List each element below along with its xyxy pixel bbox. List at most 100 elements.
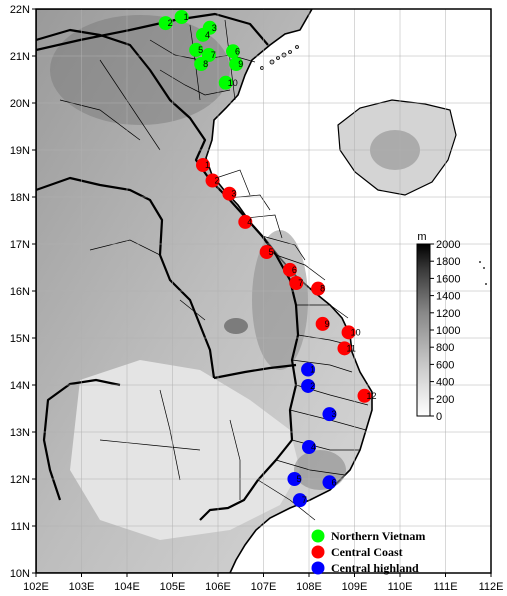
colorbar-labels: 0 200 400 600 800 1000 1200 1400 1600 1800 2000: [430, 239, 460, 423]
colorbar-label: 200: [436, 394, 454, 406]
x-tick-label: 112E: [479, 581, 504, 593]
station-marker: [301, 378, 316, 393]
station-id-label: 9: [325, 319, 330, 329]
colorbar-label: 800: [436, 342, 454, 354]
northern-station: 9: [229, 56, 243, 71]
laos-cambodia-border: [213, 363, 297, 380]
station-id-label: 4: [311, 442, 316, 452]
central-coast-station: 10: [341, 325, 361, 340]
central-highland-station: 5: [287, 472, 301, 486]
y-tick-label: 12N: [10, 474, 30, 486]
station-marker: [282, 262, 297, 277]
station-marker: [322, 475, 337, 490]
station-id-label: 12: [367, 391, 377, 401]
y-tick-label: 22N: [10, 4, 30, 16]
cambodia-thailand-border: [42, 378, 121, 501]
station-id-label: 10: [351, 327, 361, 337]
station-marker: [322, 407, 337, 422]
central-coast-station: 3: [222, 186, 236, 201]
station-id-label: 4: [205, 30, 210, 40]
laos-plateau-shade: [224, 318, 248, 334]
cambodia-lowland: [70, 360, 300, 540]
station-marker: [189, 42, 204, 57]
laos-thailand-border: [36, 176, 216, 379]
x-axis-ticks: 102E 103E 104E 105E 106E 107E 108E 109E 110E 111E…: [23, 573, 503, 593]
x-tick-label: 106E: [205, 581, 231, 593]
colorbar-unit: m: [417, 231, 426, 243]
station-marker: [292, 493, 307, 508]
legend-item: Central Coast: [311, 545, 403, 559]
station-marker: [301, 362, 316, 377]
station-marker: [195, 27, 210, 42]
legend-item: Northern Vietnam: [311, 529, 425, 543]
station-id-label: 2: [168, 18, 173, 28]
y-tick-label: 14N: [10, 380, 30, 392]
gridlines: [36, 9, 491, 573]
station-id-label: 1: [205, 160, 210, 170]
northern-station: 10: [218, 75, 238, 90]
station-id-label: 3: [331, 409, 336, 419]
elevation-colorbar: m 0 200 400 600 800 1000 1200 1400 1600 1800 2000: [416, 231, 460, 423]
legend-label: Central Coast: [331, 545, 403, 559]
x-tick-label: 105E: [160, 581, 186, 593]
station-id-label: 8: [320, 284, 325, 294]
colorbar-label: 2000: [436, 239, 460, 251]
legend-swatch: [311, 545, 325, 559]
x-tick-label: 108E: [296, 581, 322, 593]
station-id-label: 2: [215, 176, 220, 186]
china-border: [36, 12, 269, 52]
northern-station: 2: [158, 16, 173, 31]
station-marker: [158, 16, 173, 31]
station-marker: [174, 9, 189, 24]
y-tick-label: 21N: [10, 51, 30, 63]
central-highland-station: 3: [322, 407, 337, 422]
central-coast-station: 9: [315, 316, 330, 331]
station-marker: [311, 281, 326, 296]
legend: Northern Vietnam Central Coast Central hig…: [311, 529, 425, 575]
x-tick-label: 109E: [342, 581, 368, 593]
station-marker: [315, 316, 330, 331]
central-highland-station: 2: [301, 378, 316, 393]
central-highland-station: 1: [301, 362, 316, 377]
colorbar-label: 400: [436, 377, 454, 389]
station-id-label: 2: [310, 381, 315, 391]
central-coast-station: 2: [205, 173, 220, 188]
station-id-label: 3: [231, 189, 236, 199]
country-borders: [36, 12, 300, 521]
halong-islands: [260, 45, 299, 70]
northern-station: 4: [195, 27, 210, 42]
central-coast-station: 4: [238, 214, 252, 229]
station-marker: [194, 56, 209, 71]
y-tick-label: 10N: [10, 568, 30, 580]
station-id-label: 3: [212, 23, 217, 33]
central-coast-station: 11: [337, 341, 356, 356]
x-tick-label: 102E: [23, 581, 49, 593]
map-body: [36, 9, 491, 573]
legend-item: Central highland: [311, 561, 419, 575]
station-id-label: 8: [203, 59, 208, 69]
central-highland-station: 7: [292, 493, 307, 508]
central-highland-station: 4: [302, 440, 316, 455]
station-marker: [195, 158, 210, 173]
station-marker: [289, 276, 304, 291]
colorbar-label: 600: [436, 359, 454, 371]
station-id-label: 5: [198, 45, 203, 55]
central-coast-station: 12: [357, 388, 377, 403]
dalat-plateau-shade: [294, 450, 346, 490]
station-marker: [341, 325, 356, 340]
northern-highland-shade: [50, 15, 230, 125]
y-tick-label: 11N: [11, 521, 30, 533]
colorbar-label: 1200: [436, 308, 460, 320]
station-marker: [218, 75, 233, 90]
y-tick-label: 17N: [10, 239, 30, 251]
y-tick-label: 20N: [10, 98, 30, 110]
station-id-label: 6: [331, 477, 336, 487]
legend-swatch: [311, 529, 325, 543]
y-tick-label: 15N: [10, 333, 30, 345]
colorbar-ramp: [416, 243, 431, 417]
station-marker: [226, 44, 241, 59]
y-tick-label: 18N: [10, 192, 30, 204]
station-marker: [357, 388, 372, 403]
colorbar-label: 1000: [436, 325, 460, 337]
